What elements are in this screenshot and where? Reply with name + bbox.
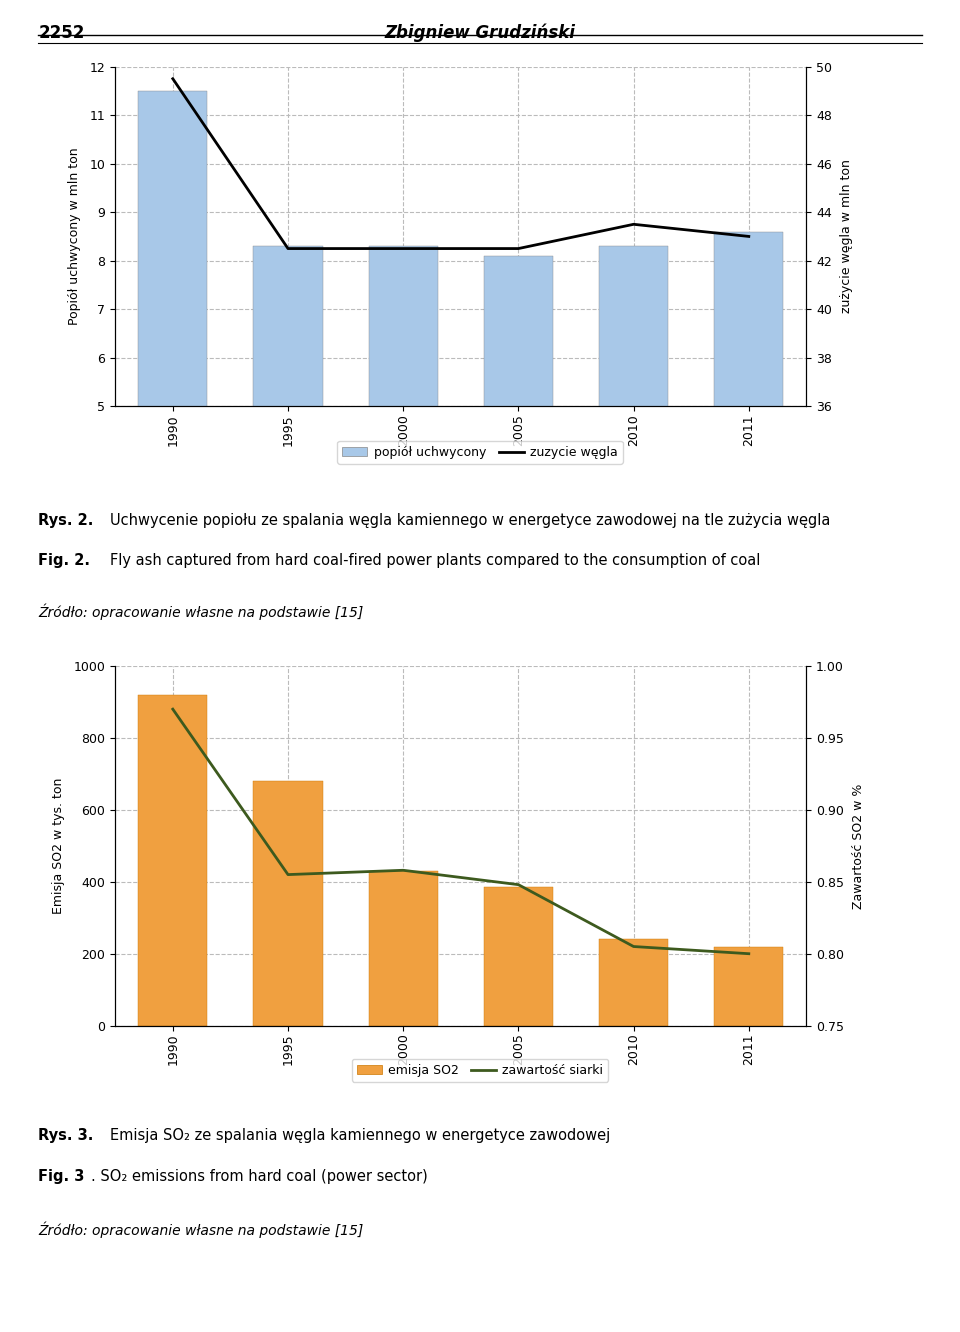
Text: Fly ash captured from hard coal-fired power plants compared to the consumption o: Fly ash captured from hard coal-fired po… bbox=[110, 553, 760, 567]
Bar bbox=[369, 246, 438, 649]
Bar bbox=[253, 246, 323, 649]
Text: Uchwycenie popiołu ze spalania węgla kamiennego w energetyce zawodowej na tle zu: Uchwycenie popiołu ze spalania węgla kam… bbox=[110, 513, 830, 527]
Bar bbox=[599, 246, 668, 649]
Y-axis label: Zawartość SO2 w %: Zawartość SO2 w % bbox=[852, 783, 866, 908]
Text: Źródło: opracowanie własne na podstawie [15]: Źródło: opracowanie własne na podstawie … bbox=[38, 603, 364, 619]
Bar bbox=[714, 947, 783, 1026]
Bar bbox=[714, 232, 783, 649]
Text: Zbigniew Grudziński: Zbigniew Grudziński bbox=[385, 24, 575, 43]
Text: 2252: 2252 bbox=[38, 24, 84, 43]
Text: Rys. 3.: Rys. 3. bbox=[38, 1128, 94, 1143]
Bar bbox=[369, 871, 438, 1026]
Y-axis label: Popiół uchwycony w mln ton: Popiół uchwycony w mln ton bbox=[68, 148, 82, 325]
Bar bbox=[138, 91, 207, 649]
Bar bbox=[484, 256, 553, 649]
Legend: emisja SO2, zawartość siarki: emisja SO2, zawartość siarki bbox=[351, 1059, 609, 1082]
Bar bbox=[599, 939, 668, 1026]
Bar bbox=[138, 695, 207, 1026]
Text: Źródło: opracowanie własne na podstawie [15]: Źródło: opracowanie własne na podstawie … bbox=[38, 1221, 364, 1237]
Text: Rys. 2.: Rys. 2. bbox=[38, 513, 94, 527]
Legend: popiół uchwycony, zuzycie węgla: popiół uchwycony, zuzycie węgla bbox=[337, 441, 623, 464]
Bar bbox=[484, 887, 553, 1026]
Text: . SO₂ emissions from hard coal (power sector): . SO₂ emissions from hard coal (power se… bbox=[91, 1169, 428, 1184]
Text: Fig. 2.: Fig. 2. bbox=[38, 553, 90, 567]
Text: Emisja SO₂ ze spalania węgla kamiennego w energetyce zawodowej: Emisja SO₂ ze spalania węgla kamiennego … bbox=[110, 1128, 611, 1143]
Y-axis label: zużycie węgla w mln ton: zużycie węgla w mln ton bbox=[840, 160, 853, 313]
Y-axis label: Emisja SO2 w tys. ton: Emisja SO2 w tys. ton bbox=[52, 778, 65, 914]
Text: Fig. 3: Fig. 3 bbox=[38, 1169, 84, 1184]
Bar bbox=[253, 781, 323, 1026]
